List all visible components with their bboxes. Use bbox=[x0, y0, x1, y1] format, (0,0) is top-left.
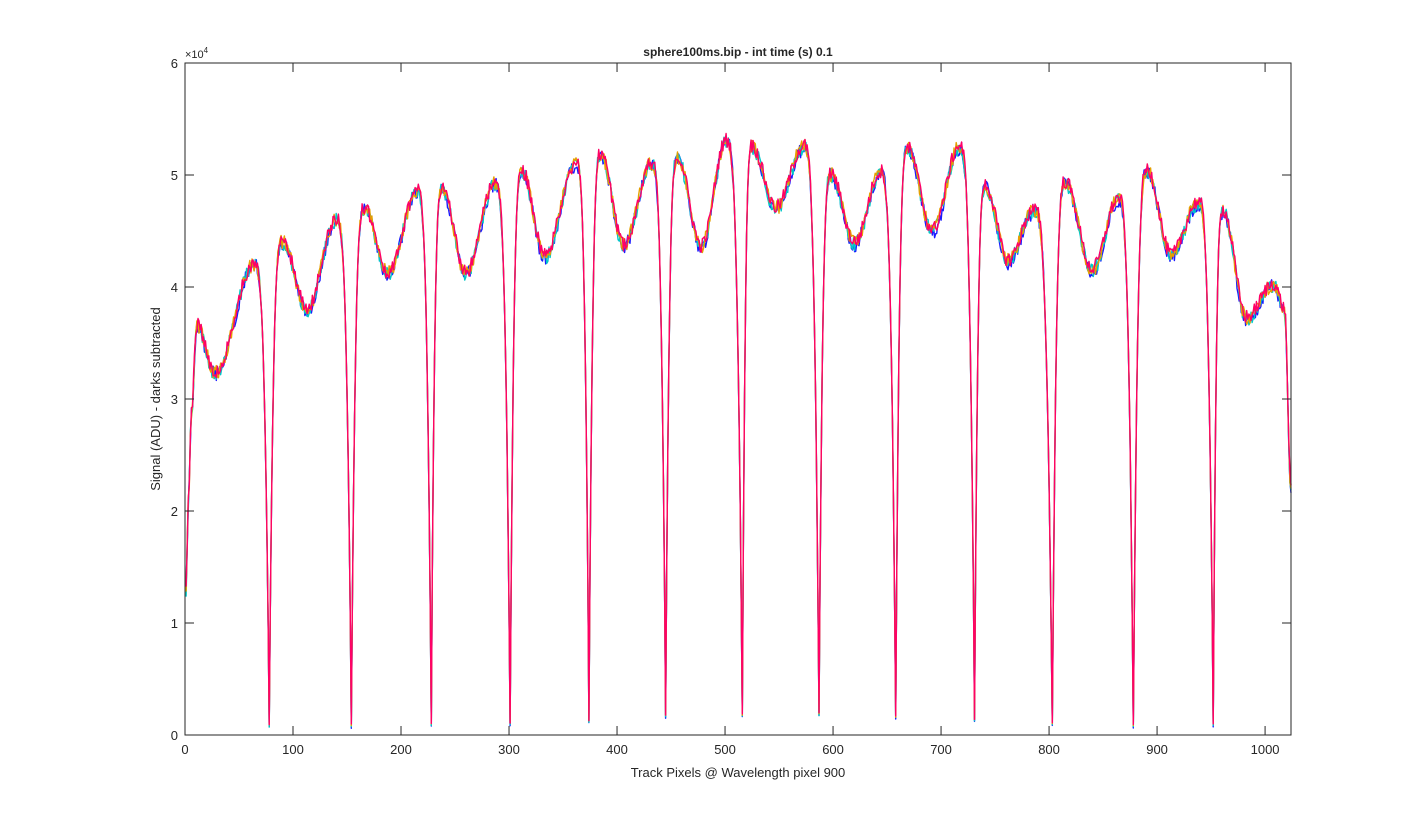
tick-layer: 0 100 200 300 400 500 600 700 800 900 1000 0 1 2 3 4 5 6 bbox=[171, 56, 1291, 757]
y-exponent-base: ×10 bbox=[185, 49, 204, 61]
y-tick-label: 5 bbox=[171, 168, 178, 183]
series-layer bbox=[185, 132, 1292, 729]
y-tick-label: 0 bbox=[171, 728, 178, 743]
y-tick-label: 1 bbox=[171, 616, 178, 631]
x-tick-label: 500 bbox=[714, 742, 736, 757]
y-tick-label: 4 bbox=[171, 280, 178, 295]
x-tick-label: 100 bbox=[282, 742, 304, 757]
plot-area bbox=[185, 63, 1291, 735]
y-exponent-power: 4 bbox=[204, 46, 209, 55]
series-line-4 bbox=[185, 132, 1292, 726]
x-tick-label: 0 bbox=[181, 742, 188, 757]
y-axis-label: Signal (ADU) - darks subtracted bbox=[148, 307, 163, 491]
x-tick-label: 700 bbox=[930, 742, 952, 757]
y-tick-label: 2 bbox=[171, 504, 178, 519]
y-tick-label: 3 bbox=[171, 392, 178, 407]
x-tick-label: 200 bbox=[390, 742, 412, 757]
x-axis-label: Track Pixels @ Wavelength pixel 900 bbox=[631, 765, 846, 780]
y-exponent-label: ×104 bbox=[185, 46, 209, 61]
x-tick-label: 900 bbox=[1146, 742, 1168, 757]
x-tick-label: 400 bbox=[606, 742, 628, 757]
x-tick-label: 600 bbox=[822, 742, 844, 757]
x-tick-label: 300 bbox=[498, 742, 520, 757]
y-tick-label: 6 bbox=[171, 56, 178, 71]
x-tick-label: 800 bbox=[1038, 742, 1060, 757]
chart-title: sphere100ms.bip - int time (s) 0.1 bbox=[643, 45, 833, 59]
x-tick-label: 1000 bbox=[1251, 742, 1280, 757]
